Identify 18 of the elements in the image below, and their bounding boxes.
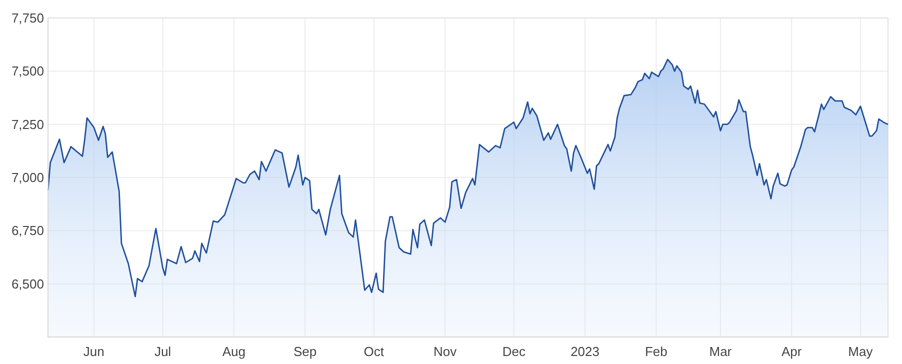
x-tick-label: Dec [502, 344, 526, 359]
x-tick-label: Jul [154, 344, 172, 359]
y-tick-label: 6,500 [11, 276, 44, 292]
x-tick-label: Apr [781, 344, 802, 359]
x-tick-label: Jun [83, 344, 104, 359]
x-tick-label: 2023 [570, 344, 600, 359]
y-tick-label: 7,750 [11, 10, 44, 26]
x-tick-label: Sep [293, 344, 317, 359]
y-tick-label: 7,250 [11, 116, 44, 132]
x-tick-label: Nov [433, 344, 458, 359]
y-tick-label: 7,500 [11, 64, 44, 79]
y-tick-label: 7,000 [11, 170, 44, 186]
x-tick-label: Oct [364, 344, 384, 359]
x-tick-label: Mar [709, 344, 732, 359]
y-tick-label: 6,750 [11, 223, 44, 238]
x-tick-label: Feb [644, 344, 668, 359]
x-tick-label: May [848, 344, 874, 359]
x-tick-label: Aug [222, 344, 246, 359]
